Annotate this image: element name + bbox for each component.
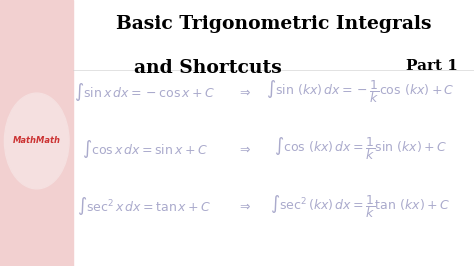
Text: $\Rightarrow$: $\Rightarrow$ bbox=[237, 85, 251, 98]
Text: and Shortcuts: and Shortcuts bbox=[134, 59, 281, 77]
Text: MathMath: MathMath bbox=[13, 136, 61, 146]
Text: $\Rightarrow$: $\Rightarrow$ bbox=[237, 143, 251, 155]
Text: $\int \cos x\, dx = \sin x + C$: $\int \cos x\, dx = \sin x + C$ bbox=[82, 138, 208, 160]
Text: $\int \sin\,(kx)\,dx = -\dfrac{1}{k}\cos\,(kx) + C$: $\int \sin\,(kx)\,dx = -\dfrac{1}{k}\cos… bbox=[266, 78, 455, 105]
Ellipse shape bbox=[4, 93, 69, 189]
Text: $\Rightarrow$: $\Rightarrow$ bbox=[237, 200, 251, 213]
Text: $\int \sec^2(kx)\,dx = \dfrac{1}{k}\tan\,(kx) + C$: $\int \sec^2(kx)\,dx = \dfrac{1}{k}\tan\… bbox=[270, 193, 450, 220]
Text: Part 1: Part 1 bbox=[406, 59, 457, 73]
Text: Basic Trigonometric Integrals: Basic Trigonometric Integrals bbox=[116, 15, 431, 33]
Text: $\int \cos\,(kx)\,dx = \dfrac{1}{k}\sin\,(kx) + C$: $\int \cos\,(kx)\,dx = \dfrac{1}{k}\sin\… bbox=[273, 135, 447, 163]
Bar bbox=[0, 0, 73, 266]
Text: $\int \sec^2 x\, dx = \tan x + C$: $\int \sec^2 x\, dx = \tan x + C$ bbox=[77, 195, 212, 217]
Text: $\int \sin x\, dx = -\cos x + C$: $\int \sin x\, dx = -\cos x + C$ bbox=[74, 81, 215, 103]
